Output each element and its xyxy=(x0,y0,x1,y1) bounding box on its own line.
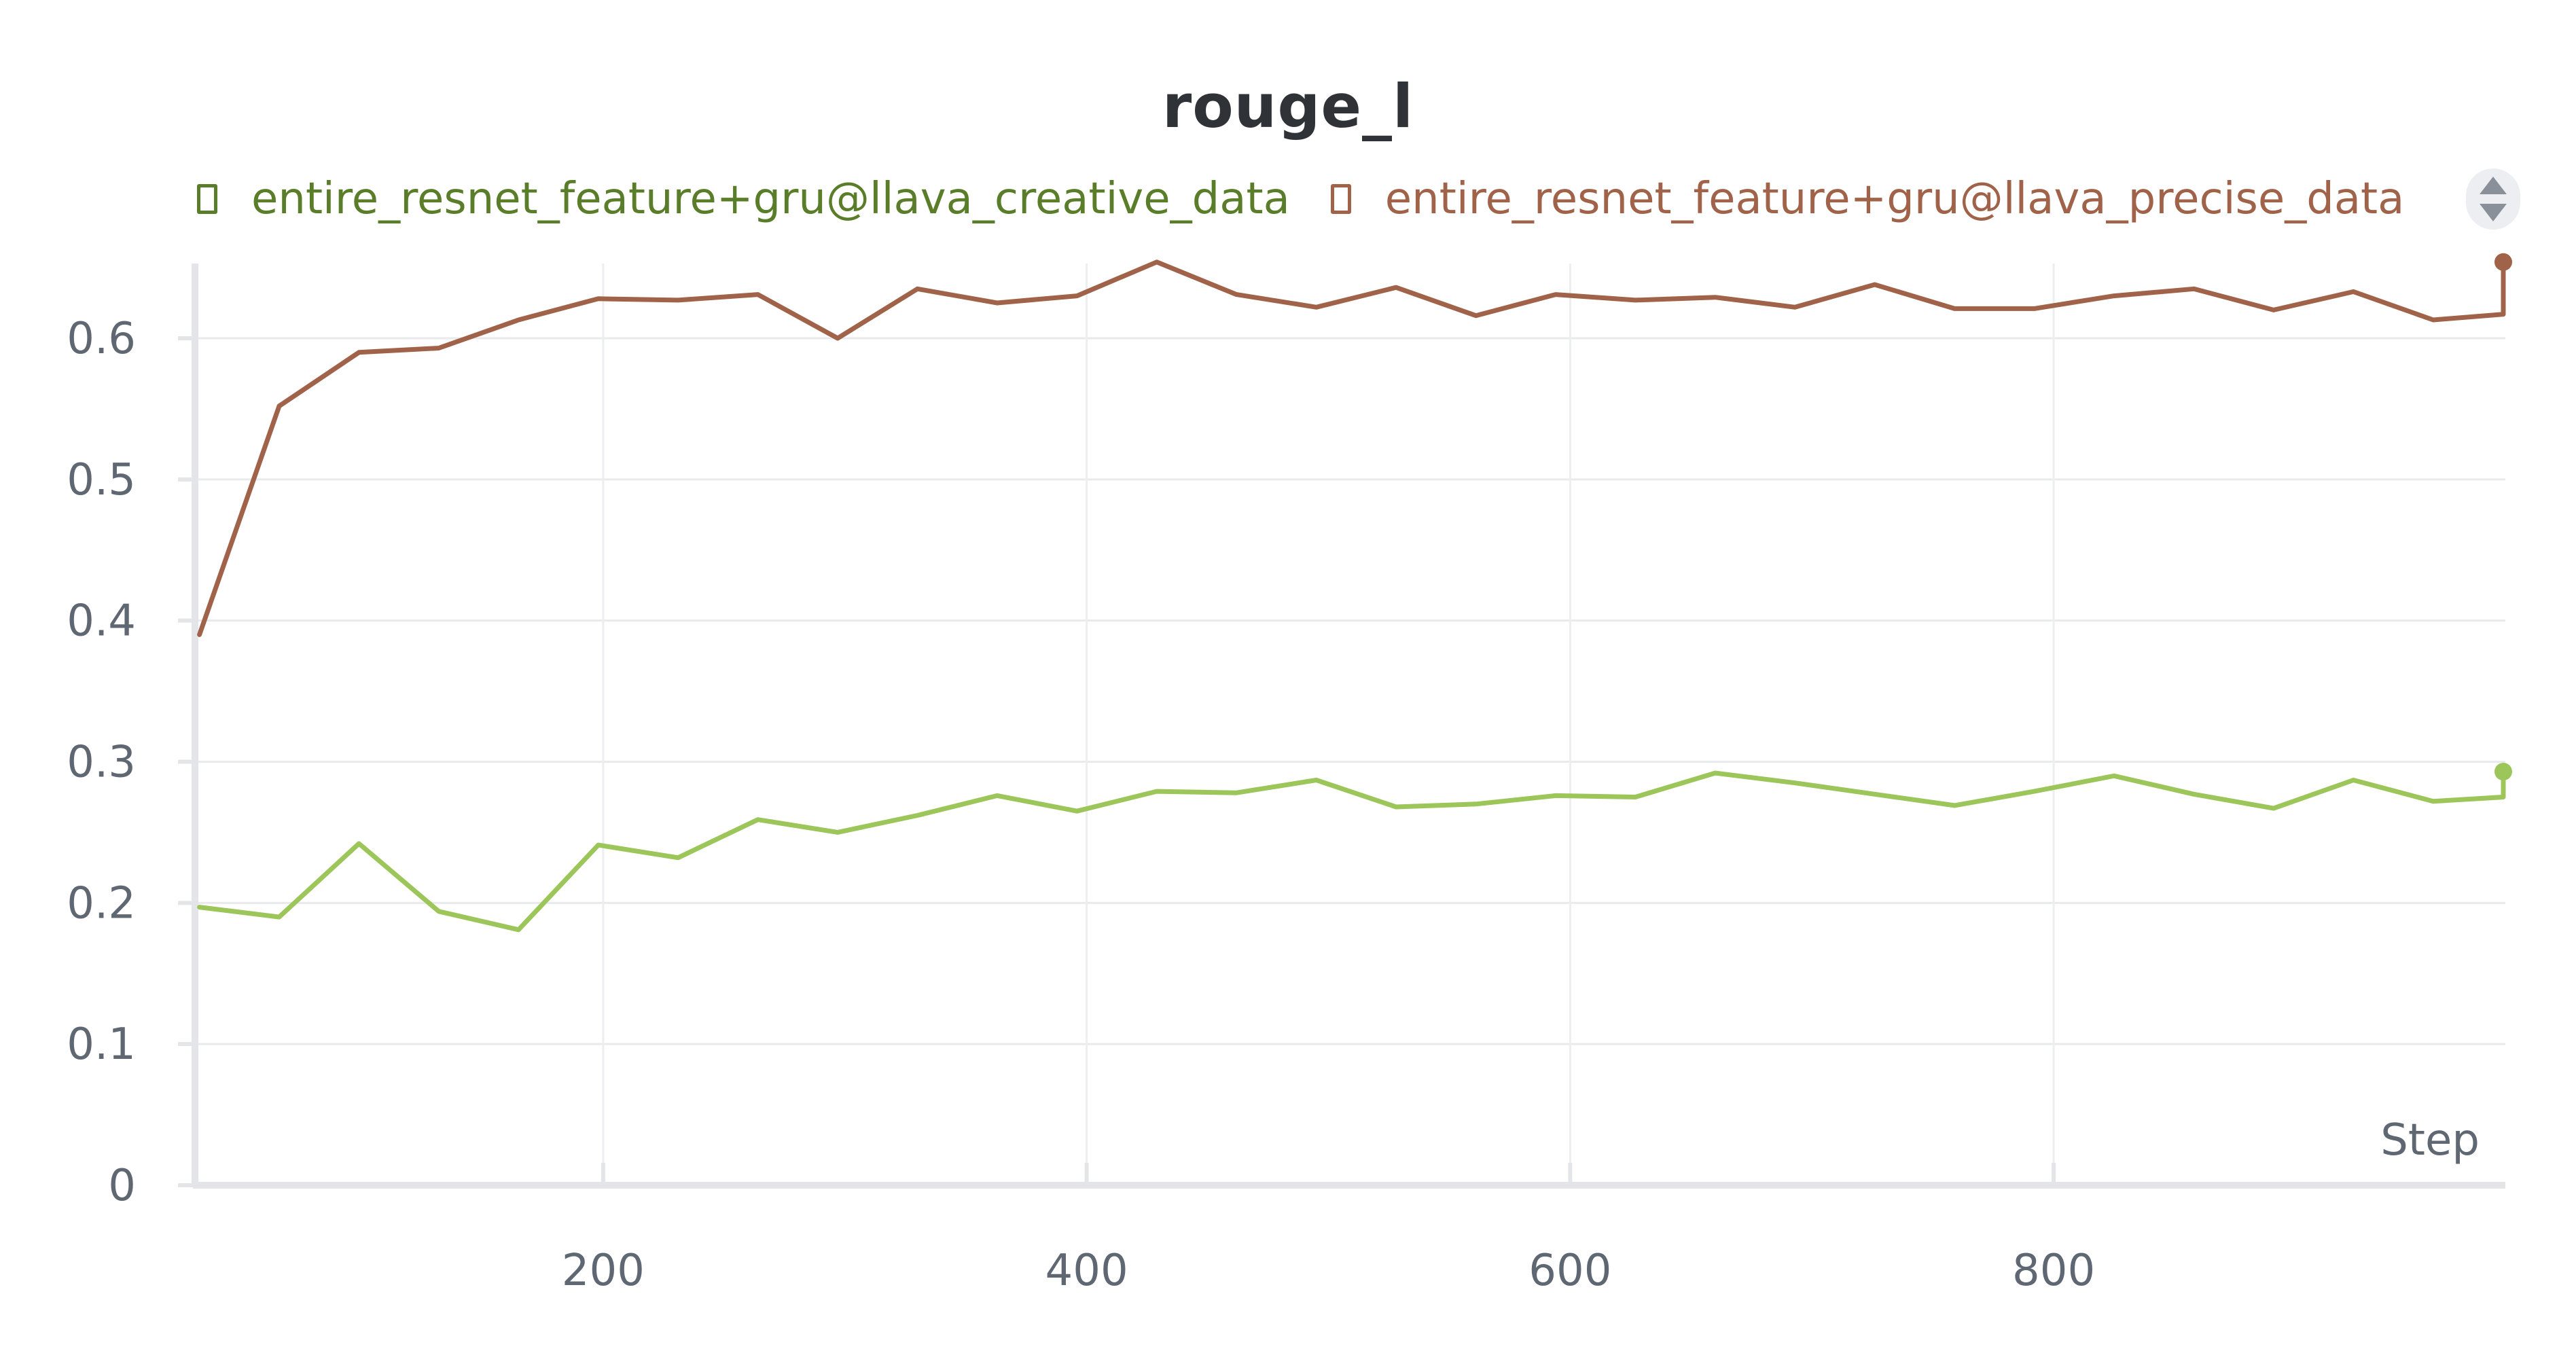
series-endpoint-1[interactable] xyxy=(2494,253,2512,271)
y-tick-label: 0.1 xyxy=(67,1020,136,1070)
series-line-1[interactable] xyxy=(197,259,2506,637)
tick-labels: 0 0.1 0.2 0.3 0.4 0.5 0.6 200 400 600 800 xyxy=(67,314,2095,1296)
legend-scroll-control[interactable] xyxy=(2466,168,2520,230)
y-tick-label: 0.6 xyxy=(67,314,136,364)
axes xyxy=(192,264,2505,1189)
legend-swatch-precise xyxy=(1330,184,1351,214)
x-tick-label: 400 xyxy=(1045,1246,1128,1296)
chart-title: rouge_l xyxy=(1162,71,1414,141)
x-tick-label: 600 xyxy=(1528,1246,1611,1296)
series-lines xyxy=(197,253,2512,933)
x-tick-label: 800 xyxy=(2012,1246,2095,1296)
y-tick-label: 0.3 xyxy=(67,738,136,788)
triangle-up-icon[interactable] xyxy=(2480,177,2507,194)
legend: entire_resnet_feature+gru@llava_creative… xyxy=(197,168,2445,230)
legend-item-precise[interactable]: entire_resnet_feature+gru@llava_precise_… xyxy=(1330,174,2405,224)
y-tick-label: 0.5 xyxy=(67,455,136,505)
legend-label-creative: entire_resnet_feature+gru@llava_creative… xyxy=(251,174,1290,224)
x-tick-label: 200 xyxy=(562,1246,645,1296)
x-axis-label: Step xyxy=(2380,1115,2480,1166)
y-tick-label: 0.4 xyxy=(67,596,136,647)
y-tick-label: 0.2 xyxy=(67,878,136,928)
grid-lines xyxy=(195,264,2505,1185)
series-endpoint-0[interactable] xyxy=(2494,763,2512,781)
legend-item-creative[interactable]: entire_resnet_feature+gru@llava_creative… xyxy=(197,174,1290,224)
legend-swatch-creative xyxy=(197,184,217,214)
legend-label-precise: entire_resnet_feature+gru@llava_precise_… xyxy=(1384,174,2405,224)
triangle-down-icon[interactable] xyxy=(2480,204,2507,221)
series-line-0[interactable] xyxy=(197,769,2506,933)
y-tick-label: 0 xyxy=(108,1161,136,1211)
